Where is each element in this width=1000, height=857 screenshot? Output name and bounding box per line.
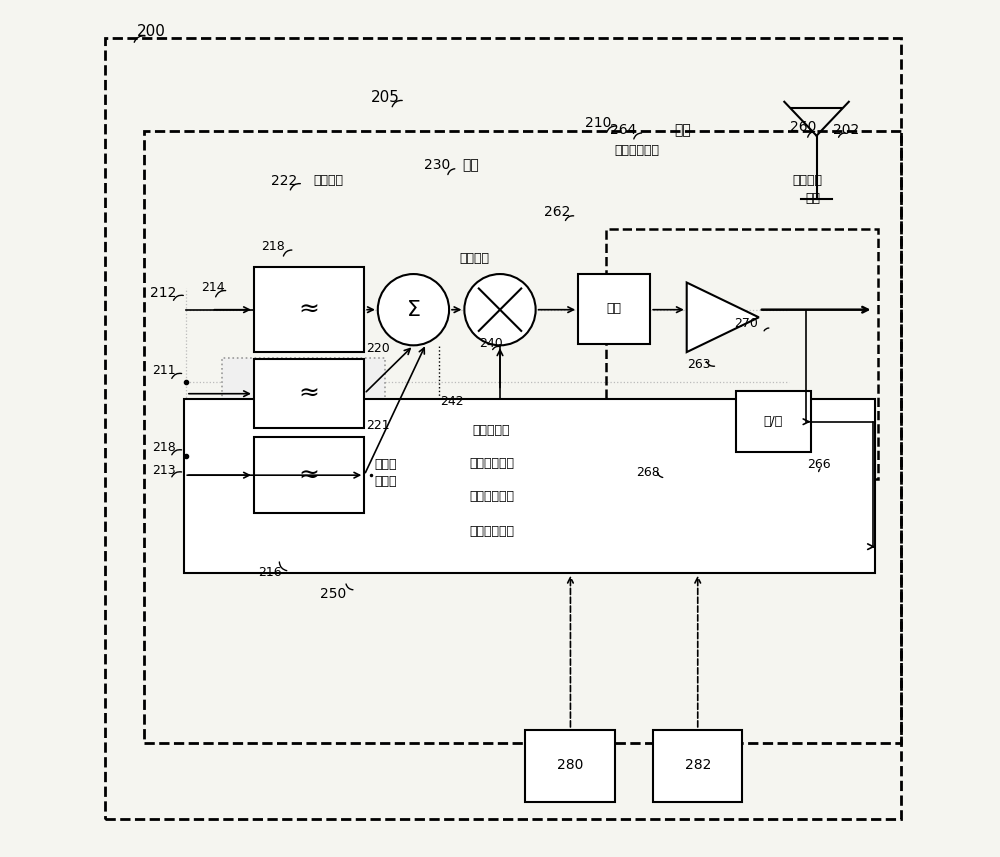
Text: 221: 221 bbox=[366, 419, 390, 433]
Text: 模/数: 模/数 bbox=[764, 415, 783, 428]
Text: 268: 268 bbox=[636, 466, 660, 479]
Bar bbox=[254, 359, 364, 428]
Text: 222: 222 bbox=[271, 174, 297, 188]
Text: 240: 240 bbox=[479, 337, 503, 351]
Text: 282: 282 bbox=[685, 758, 711, 772]
Text: 270: 270 bbox=[734, 317, 758, 330]
Bar bbox=[222, 358, 385, 552]
Bar bbox=[606, 229, 878, 479]
Text: ≈: ≈ bbox=[299, 381, 320, 405]
Text: 280: 280 bbox=[557, 758, 584, 772]
Text: 输出: 输出 bbox=[806, 192, 821, 205]
Text: 218: 218 bbox=[261, 240, 284, 254]
Text: 266: 266 bbox=[807, 458, 831, 470]
Text: 输出信号分析: 输出信号分析 bbox=[469, 457, 514, 470]
Bar bbox=[254, 267, 364, 352]
Text: 262: 262 bbox=[544, 205, 571, 219]
Text: 数字: 数字 bbox=[462, 159, 479, 172]
Text: 控制单元：: 控制单元： bbox=[473, 423, 510, 436]
Text: ≈: ≈ bbox=[299, 463, 320, 487]
Text: 220: 220 bbox=[366, 342, 390, 355]
Bar bbox=[254, 437, 364, 513]
Text: 263: 263 bbox=[687, 357, 710, 370]
Text: 218: 218 bbox=[152, 440, 176, 453]
Text: Σ: Σ bbox=[406, 300, 420, 320]
Text: 主产生器: 主产生器 bbox=[313, 174, 343, 187]
Circle shape bbox=[464, 274, 536, 345]
Text: 205: 205 bbox=[371, 90, 400, 105]
Bar bbox=[736, 391, 811, 452]
Text: 213: 213 bbox=[152, 464, 176, 477]
Text: 214: 214 bbox=[201, 281, 225, 294]
Text: 传递函数识别: 传递函数识别 bbox=[469, 524, 514, 537]
Text: 250: 250 bbox=[320, 587, 346, 601]
Text: 反谐波: 反谐波 bbox=[374, 458, 397, 471]
Text: 211: 211 bbox=[152, 364, 176, 377]
Text: 反谐波参数化: 反谐波参数化 bbox=[469, 489, 514, 503]
Text: 216: 216 bbox=[258, 566, 282, 579]
Text: 非理想放大器: 非理想放大器 bbox=[615, 144, 660, 157]
Text: 210: 210 bbox=[585, 116, 611, 130]
Bar bbox=[653, 730, 742, 802]
Bar bbox=[578, 274, 650, 344]
Text: 纯正弦波: 纯正弦波 bbox=[793, 174, 823, 187]
Text: 212: 212 bbox=[150, 285, 177, 300]
Text: 振幅控制: 振幅控制 bbox=[459, 252, 489, 266]
Text: 260: 260 bbox=[790, 120, 817, 135]
Circle shape bbox=[378, 274, 449, 345]
Bar bbox=[144, 131, 901, 742]
Text: ≈: ≈ bbox=[299, 297, 320, 321]
Text: 202: 202 bbox=[833, 123, 859, 137]
Text: 产生器: 产生器 bbox=[374, 476, 397, 488]
Text: 200: 200 bbox=[137, 24, 166, 39]
Polygon shape bbox=[687, 283, 759, 352]
Text: 模拟: 模拟 bbox=[674, 123, 691, 137]
Text: 数模: 数模 bbox=[607, 303, 622, 315]
Text: 264: 264 bbox=[610, 123, 637, 137]
Text: 242: 242 bbox=[441, 395, 464, 408]
Bar bbox=[525, 730, 615, 802]
Bar bbox=[184, 399, 875, 572]
Text: 230: 230 bbox=[424, 159, 450, 172]
